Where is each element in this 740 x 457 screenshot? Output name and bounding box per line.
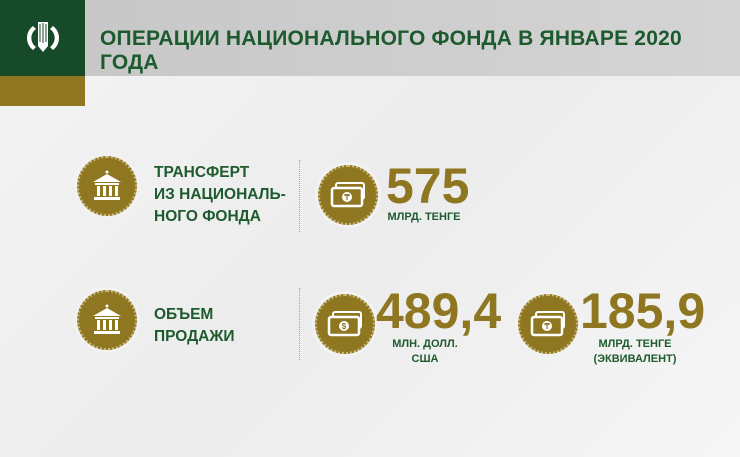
sale-kzt-value: 185,9: [580, 283, 706, 339]
logo: [0, 0, 85, 76]
transfer-unit: МЛРД. ТЕНГЕ: [387, 211, 461, 223]
unit-line: МЛН. ДОЛЛ.: [392, 338, 458, 350]
transfer-value: 575: [386, 158, 470, 214]
transfer-label: ТРАНСФЕРТ ИЗ НАЦИОНАЛЬ- НОГО ФОНДА: [154, 162, 286, 228]
sale-usd-value: 489,4: [376, 283, 502, 339]
sale-usd-unit: МЛН. ДОЛЛ. США: [380, 337, 470, 367]
header-accent: [0, 76, 85, 106]
label-line: ТРАНСФЕРТ: [154, 164, 250, 181]
dollar-banknote-icon: $: [315, 294, 375, 354]
divider: [299, 288, 300, 360]
label-line: НОГО ФОНДА: [154, 208, 261, 225]
tenge-banknote-icon: ₸: [318, 165, 378, 225]
sale-bank-icon: [77, 290, 137, 350]
national-bank-emblem-icon: [26, 22, 59, 52]
unit-line: США: [411, 353, 439, 365]
svg-text:₸: ₸: [543, 322, 550, 331]
header-bar: [0, 0, 740, 76]
tenge-banknote-icon: ₸: [518, 294, 578, 354]
label-line: ПРОДАЖИ: [154, 328, 235, 345]
svg-text:₸: ₸: [343, 193, 350, 202]
label-line: ИЗ НАЦИОНАЛЬ-: [154, 186, 286, 203]
unit-line: (ЭКВИВАЛЕНТ): [593, 353, 677, 365]
sale-kzt-unit: МЛРД. ТЕНГЕ (ЭКВИВАЛЕНТ): [580, 337, 690, 367]
sale-label: ОБЪЕМ ПРОДАЖИ: [154, 304, 235, 348]
divider: [299, 160, 300, 232]
transfer-bank-icon: [77, 156, 137, 216]
page-title: ОПЕРАЦИИ НАЦИОНАЛЬНОГО ФОНДА В ЯНВАРЕ 20…: [100, 27, 682, 74]
unit-line: МЛРД. ТЕНГЕ: [598, 338, 672, 350]
label-line: ОБЪЕМ: [154, 306, 214, 323]
svg-text:$: $: [342, 322, 347, 331]
